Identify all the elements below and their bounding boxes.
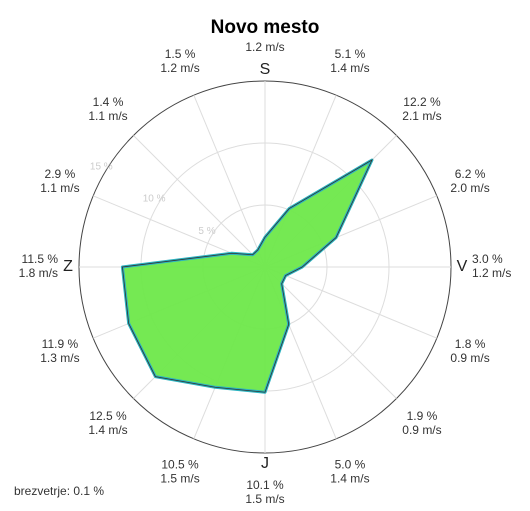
speed-label: 1.4 m/s [330,471,369,485]
spoke [264,266,438,339]
percent-label: 5.0 % [335,457,366,471]
speed-label: 1.1 m/s [40,181,79,195]
speed-label: 1.1 m/s [88,109,127,123]
speed-label: 1.3 m/s [40,351,79,365]
spoke [193,94,266,268]
speed-label: 1.4 m/s [88,423,127,437]
calm-label: brezvetrje: 0.1 % [14,484,104,498]
percent-label: 3.0 % [472,252,503,266]
direction-label: S [260,61,271,78]
direction-label: J [261,455,269,472]
spoke [133,135,266,268]
speed-label: 1.2 m/s [160,61,199,75]
ring-label: 10 % [143,194,166,205]
percent-label: 6.2 % [455,167,486,181]
percent-label: 12.2 % [403,95,441,109]
percent-label: 1.9 % [407,409,438,423]
direction-label: V [457,258,468,275]
ring-label: 5 % [198,226,215,237]
spoke [264,266,397,399]
chart-title: Novo mesto [211,17,320,38]
percent-label: 5.1 % [335,47,366,61]
percent-label: 1.4 % [93,95,124,109]
speed-label: 2.0 m/s [450,181,489,195]
percent-label: 11.5 % [22,252,59,266]
percent-label: 1.5 % [165,47,196,61]
ring-label: 15 % [90,161,113,172]
percent-label: 1.8 % [455,337,486,351]
speed-label: 0.9 m/s [402,423,441,437]
percent-label: 10.5 % [161,457,199,471]
speed-label: 1.4 m/s [330,61,369,75]
speed-label: 1.2 m/s [245,40,284,54]
speed-label: 2.1 m/s [402,109,441,123]
speed-label: 1.8 m/s [19,266,58,280]
speed-label: 0.9 m/s [450,351,489,365]
rose-outline [121,159,373,393]
percent-label: 2.9 % [45,167,76,181]
speed-label: 1.2 m/s [472,266,511,280]
speed-label: 1.5 m/s [245,492,284,506]
direction-label: Z [63,258,73,275]
percent-label: 11.9 % [42,337,79,351]
percent-label: 10.1 % [246,478,284,492]
speed-label: 1.5 m/s [160,471,199,485]
percent-label: 12.5 % [89,409,127,423]
